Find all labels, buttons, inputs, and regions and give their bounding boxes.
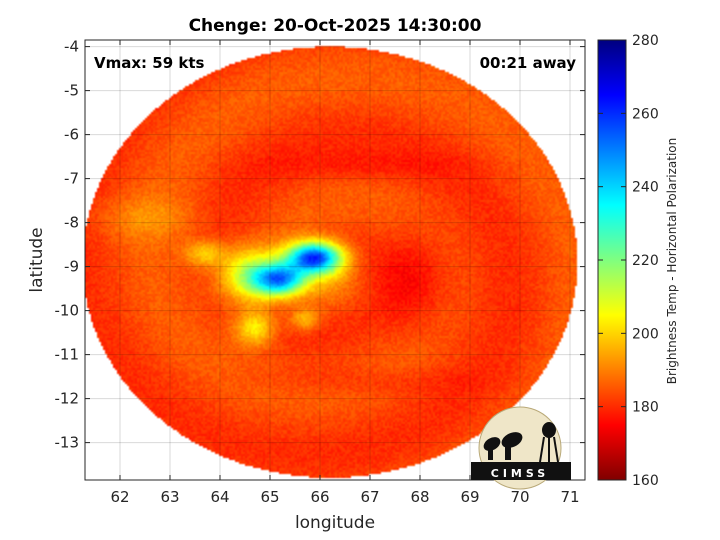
colorbar-tick-label: 180 xyxy=(632,400,659,416)
x-tick-label: 64 xyxy=(210,488,229,506)
y-tick-label: -12 xyxy=(55,390,80,408)
y-tick-label: -5 xyxy=(64,82,79,100)
y-tick-label: -11 xyxy=(55,346,80,364)
x-tick-label: 67 xyxy=(360,488,379,506)
y-tick-label: -9 xyxy=(64,258,79,276)
cimss-logo: CIMSS xyxy=(471,406,571,490)
chart-title: Chenge: 20-Oct-2025 14:30:00 xyxy=(189,16,482,36)
y-tick-label: -4 xyxy=(64,38,79,56)
y-axis: -4 -5 -6 -7 -8 -9 -10 -11 -12 -13 xyxy=(55,38,585,452)
logo-text: CIMSS xyxy=(491,467,549,480)
vmax-annotation: Vmax: 59 kts xyxy=(94,54,204,72)
colorbar-tick-label: 200 xyxy=(632,326,659,342)
x-axis: 62 63 64 65 66 67 68 69 70 71 xyxy=(110,40,580,506)
x-tick-label: 70 xyxy=(510,488,529,506)
colorbar-tick-label: 160 xyxy=(632,473,659,489)
x-tick-label: 65 xyxy=(260,488,279,506)
y-tick-label: -7 xyxy=(64,170,79,188)
colorbar-label: Brightness Temp - Horizontal Polarizatio… xyxy=(665,138,679,385)
colorbar-tick-label: 240 xyxy=(632,180,659,196)
gridlines xyxy=(85,40,585,480)
time-away-annotation: 00:21 away xyxy=(480,54,577,72)
plot-frame xyxy=(84,39,586,481)
colorbar: 160 180 200 220 240 260 280 Brightness Temp - … xyxy=(597,33,679,489)
colorbar-ticks: 160 180 200 220 240 260 280 xyxy=(598,33,659,489)
x-tick-label: 62 xyxy=(110,488,129,506)
colorbar-tick-label: 220 xyxy=(632,253,659,269)
y-tick-label: -13 xyxy=(55,434,80,452)
brightness-temperature-image xyxy=(85,40,585,480)
x-tick-label: 68 xyxy=(410,488,429,506)
x-tick-label: 71 xyxy=(560,488,579,506)
colorbar-tick-label: 260 xyxy=(632,106,659,122)
y-tick-label: -8 xyxy=(64,214,79,232)
x-tick-label: 69 xyxy=(460,488,479,506)
y-axis-label: latitude xyxy=(27,227,47,292)
y-tick-label: -6 xyxy=(64,126,79,144)
y-tick-label: -10 xyxy=(55,302,80,320)
x-tick-label: 63 xyxy=(160,488,179,506)
x-tick-label: 66 xyxy=(310,488,329,506)
x-axis-label: longitude xyxy=(295,513,375,533)
colorbar-tick-label: 280 xyxy=(632,33,659,49)
